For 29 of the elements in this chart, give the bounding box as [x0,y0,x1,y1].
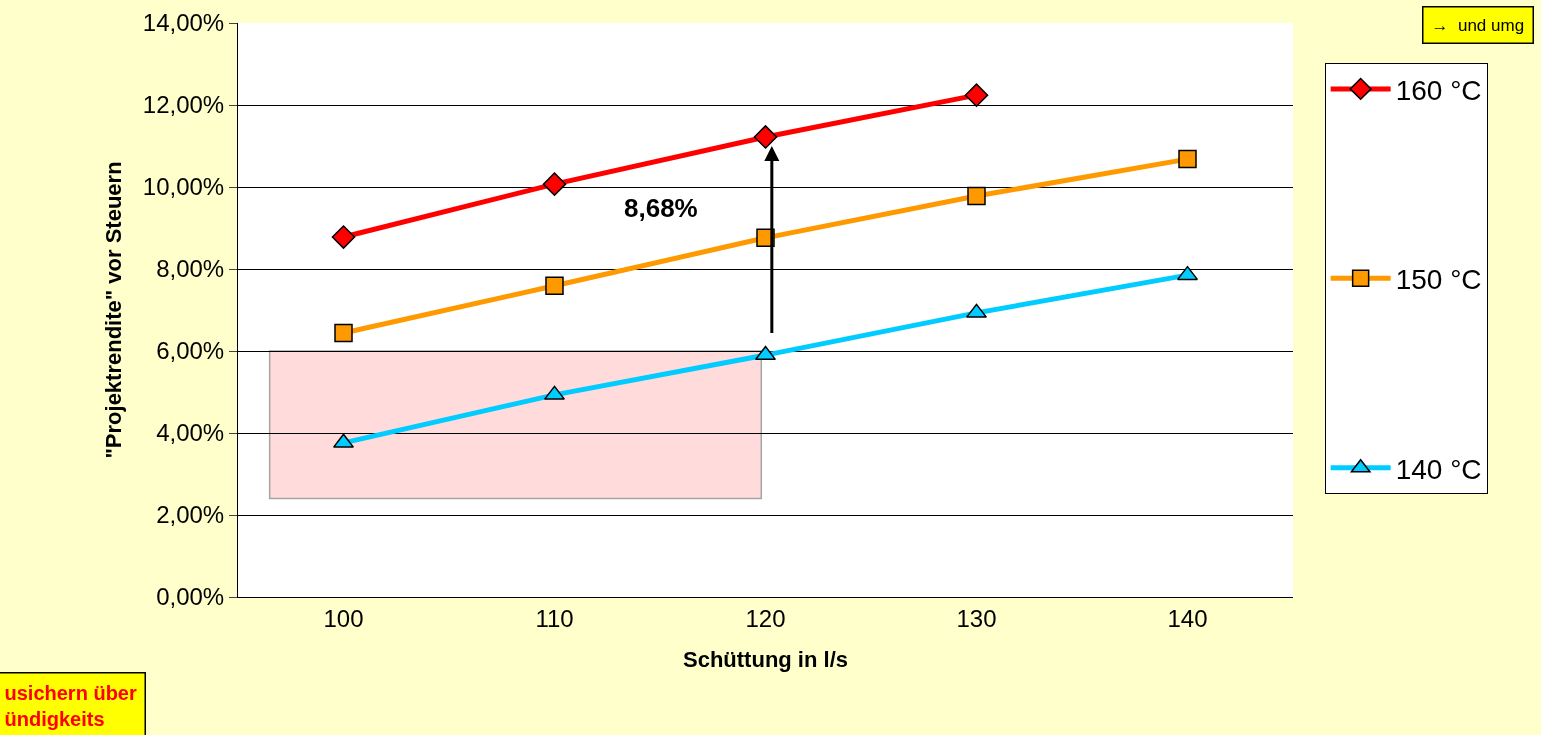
point [1178,149,1197,169]
x-tick-label: 120 [745,604,786,632]
y-tick-label: 14,00% [142,9,225,37]
point [542,172,567,196]
text: → und umg [1431,15,1525,35]
point [331,225,356,249]
y-tick-label: 10,00% [142,173,225,201]
y-tick-label: 12,00% [142,91,225,119]
y-tick-label: 8,00% [156,255,225,283]
x-tick-label: 140 [1167,604,1208,632]
legend-label: 140 °C [1395,453,1482,485]
x-tick-label: 110 [535,604,574,632]
y-tick-label: 2,00% [156,501,225,529]
point [545,276,564,296]
point [334,323,353,343]
y-axis-title: "Projektrendite" vor Steuern [100,161,126,459]
text: usichern über ündigkeits [4,681,137,730]
x-axis-title: Schüttung in l/s [683,646,848,672]
y-tick-label: 4,00% [156,419,225,447]
y-tick-label: 0,00% [156,583,225,611]
annotation: 8,68% [624,193,698,223]
point [964,83,989,107]
x-tick-label: 100 [323,604,364,632]
point [967,186,986,206]
point [753,125,778,149]
legend-label: 150 °C [1395,264,1482,296]
x-tick-label: 130 [956,604,997,632]
y-tick-label: 6,00% [156,337,225,365]
legend-label: 160 °C [1395,74,1482,106]
